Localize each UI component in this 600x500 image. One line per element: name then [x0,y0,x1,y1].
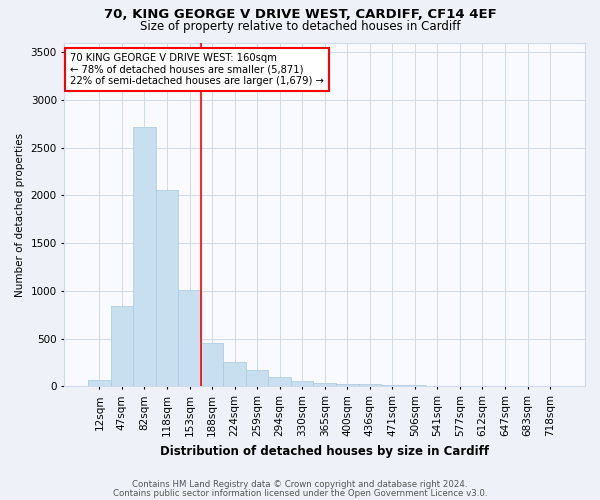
Text: 70 KING GEORGE V DRIVE WEST: 160sqm
← 78% of detached houses are smaller (5,871): 70 KING GEORGE V DRIVE WEST: 160sqm ← 78… [70,53,323,86]
Bar [133,126,156,386]
Bar [268,377,291,386]
Y-axis label: Number of detached properties: Number of detached properties [15,132,25,296]
Bar [201,344,223,386]
Bar [246,370,268,386]
Bar [313,383,336,386]
Bar [381,384,404,386]
Text: 70, KING GEORGE V DRIVE WEST, CARDIFF, CF14 4EF: 70, KING GEORGE V DRIVE WEST, CARDIFF, C… [104,8,496,20]
Bar [223,362,246,386]
Text: Size of property relative to detached houses in Cardiff: Size of property relative to detached ho… [140,20,460,33]
Bar [359,384,381,386]
Bar [156,190,178,386]
Text: Contains HM Land Registry data © Crown copyright and database right 2024.: Contains HM Land Registry data © Crown c… [132,480,468,489]
Bar [110,306,133,386]
Bar [88,380,110,386]
Bar [178,290,201,386]
X-axis label: Distribution of detached houses by size in Cardiff: Distribution of detached houses by size … [160,444,489,458]
Text: Contains public sector information licensed under the Open Government Licence v3: Contains public sector information licen… [113,488,487,498]
Bar [291,381,313,386]
Bar [336,384,359,386]
